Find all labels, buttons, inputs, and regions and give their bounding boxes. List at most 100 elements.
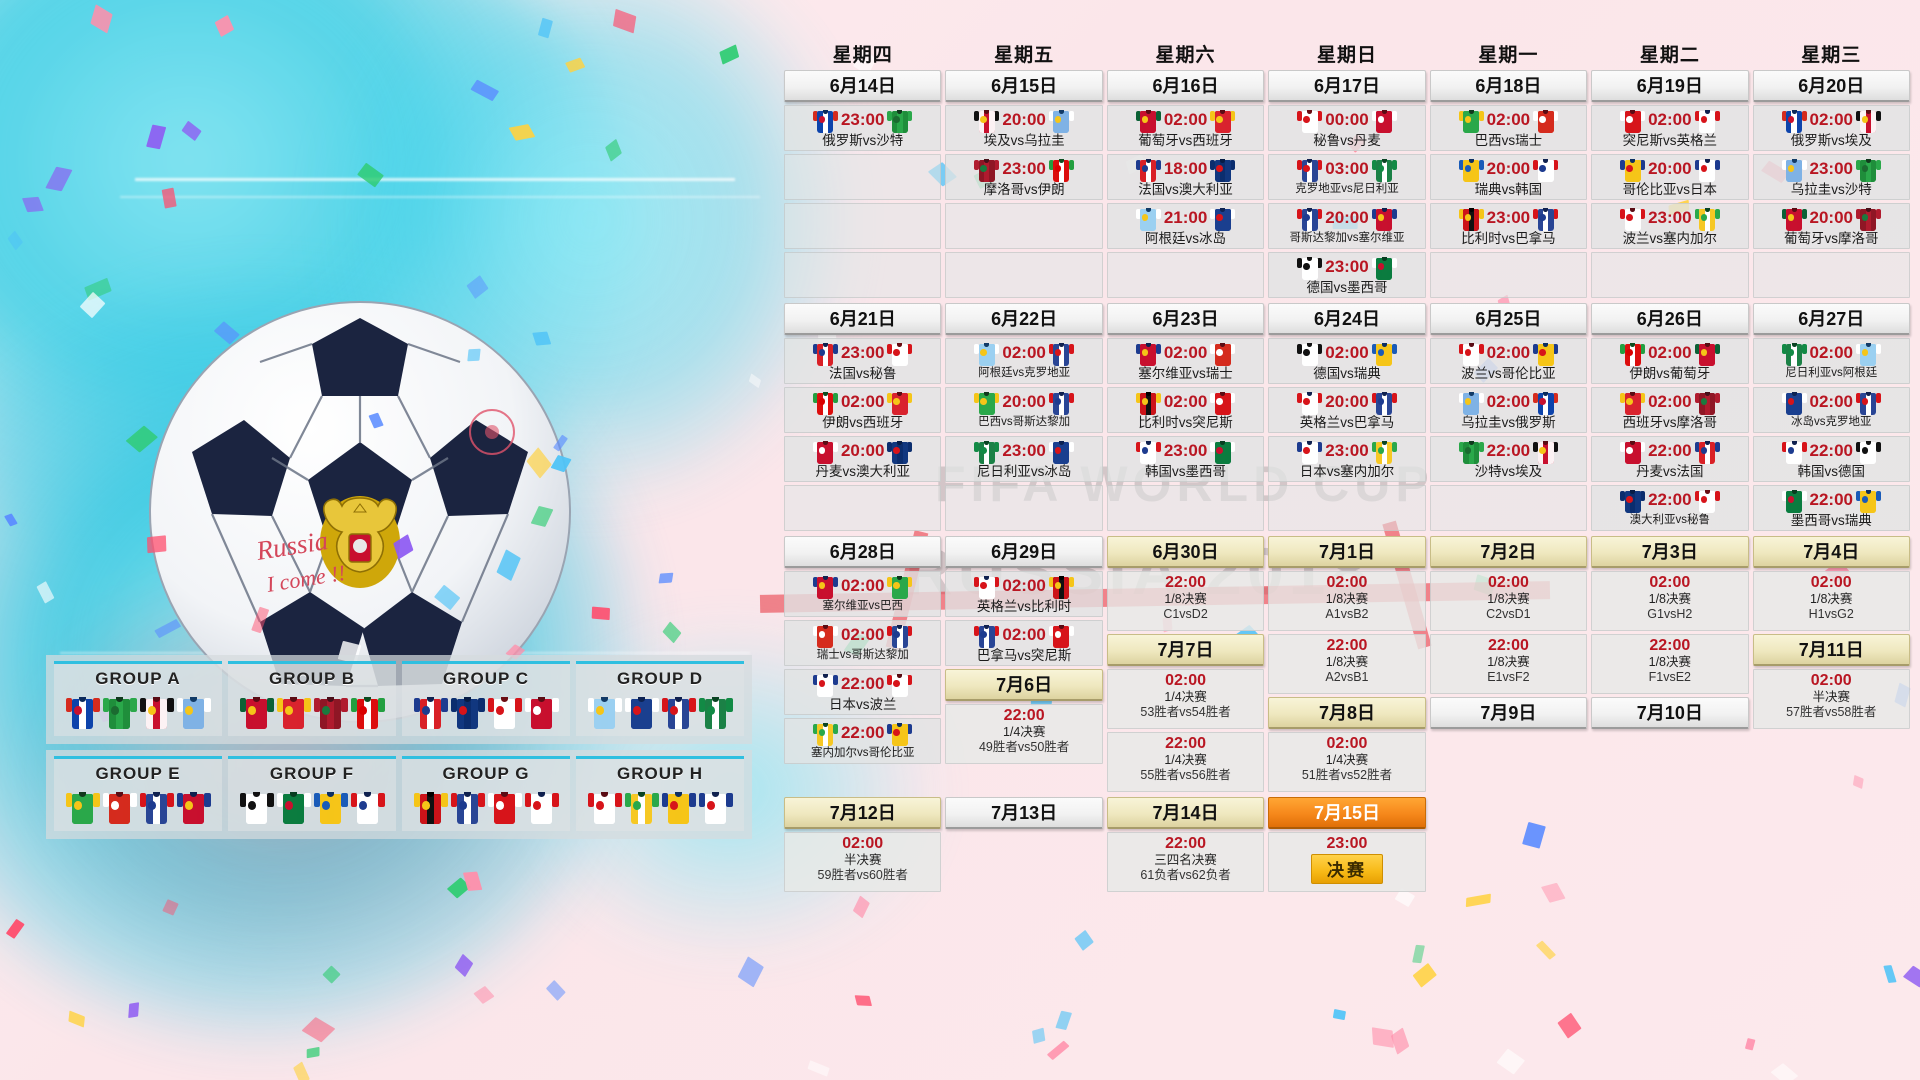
date-label[interactable]: 6月28日 <box>784 536 941 568</box>
date-label[interactable]: 6月21日 <box>784 303 941 335</box>
date-label[interactable]: 6月18日 <box>1430 70 1587 102</box>
match-cell[interactable]: 23:00 德国vs墨西哥 <box>1268 252 1425 298</box>
match-cell[interactable]: 20:00 巴西vs哥斯达黎加 <box>945 387 1102 433</box>
match-cell[interactable]: 23:00 俄罗斯vs沙特 <box>784 105 941 151</box>
date-label[interactable]: 6月26日 <box>1591 303 1748 335</box>
match-cell[interactable]: 20:00 英格兰vs巴拿马 <box>1268 387 1425 433</box>
match-cell[interactable]: 18:00 法国vs澳大利亚 <box>1107 154 1264 200</box>
match-cell[interactable]: 22:00 日本vs波兰 <box>784 669 941 715</box>
match-cell[interactable]: 22:00 韩国vs德国 <box>1753 436 1910 482</box>
date-label[interactable]: 6月16日 <box>1107 70 1264 102</box>
date-label[interactable]: 7月6日 <box>945 669 1102 701</box>
match-cell[interactable]: 03:00 克罗地亚vs尼日利亚 <box>1268 154 1425 200</box>
match-cell[interactable]: 02:00 巴拿马vs突尼斯 <box>945 620 1102 666</box>
date-label[interactable]: 6月17日 <box>1268 70 1425 102</box>
group-box-group-f[interactable]: GROUP F <box>228 756 396 831</box>
group-box-group-e[interactable]: GROUP E <box>54 756 222 831</box>
match-cell[interactable]: 23:00 法国vs秘鲁 <box>784 338 941 384</box>
date-label[interactable]: 7月15日 <box>1268 797 1425 829</box>
match-cell[interactable]: 02:00 葡萄牙vs西班牙 <box>1107 105 1264 151</box>
date-label[interactable]: 7月3日 <box>1591 536 1748 568</box>
knockout-match-cell[interactable]: 22:00 1/8决赛 F1vsE2 <box>1591 634 1748 694</box>
match-cell[interactable]: 20:00 瑞典vs韩国 <box>1430 154 1587 200</box>
match-cell[interactable]: 02:00 伊朗vs西班牙 <box>784 387 941 433</box>
knockout-match-cell[interactable]: 22:00 1/8决赛 A2vsB1 <box>1268 634 1425 694</box>
match-cell[interactable]: 02:00 尼日利亚vs阿根廷 <box>1753 338 1910 384</box>
date-label[interactable]: 6月23日 <box>1107 303 1264 335</box>
match-cell[interactable]: 20:00 丹麦vs澳大利亚 <box>784 436 941 482</box>
date-label[interactable]: 6月24日 <box>1268 303 1425 335</box>
knockout-match-cell[interactable]: 02:00 1/4决赛 51胜者vs52胜者 <box>1268 732 1425 792</box>
date-label[interactable]: 6月29日 <box>945 536 1102 568</box>
match-cell[interactable]: 02:00 巴西vs瑞士 <box>1430 105 1587 151</box>
knockout-match-cell[interactable]: 02:00 1/8决赛 C2vsD1 <box>1430 571 1587 631</box>
match-cell[interactable]: 02:00 波兰vs哥伦比亚 <box>1430 338 1587 384</box>
knockout-match-cell[interactable]: 02:00 1/8决赛 G1vsH2 <box>1591 571 1748 631</box>
date-label[interactable]: 7月1日 <box>1268 536 1425 568</box>
final-match-cell[interactable]: 23:00 决赛 <box>1268 832 1425 892</box>
date-label[interactable]: 6月22日 <box>945 303 1102 335</box>
date-label[interactable]: 7月11日 <box>1753 634 1910 666</box>
knockout-match-cell[interactable]: 22:00 1/8决赛 E1vsF2 <box>1430 634 1587 694</box>
date-label[interactable]: 6月30日 <box>1107 536 1264 568</box>
group-box-group-a[interactable]: GROUP A <box>54 661 222 736</box>
date-label[interactable]: 6月20日 <box>1753 70 1910 102</box>
match-cell[interactable]: 02:00 比利时vs突尼斯 <box>1107 387 1264 433</box>
match-cell[interactable]: 02:00 西班牙vs摩洛哥 <box>1591 387 1748 433</box>
match-cell[interactable]: 23:00 波兰vs塞内加尔 <box>1591 203 1748 249</box>
match-cell[interactable]: 20:00 哥伦比亚vs日本 <box>1591 154 1748 200</box>
match-cell[interactable]: 20:00 葡萄牙vs摩洛哥 <box>1753 203 1910 249</box>
match-cell[interactable]: 20:00 埃及vs乌拉圭 <box>945 105 1102 151</box>
match-cell[interactable]: 02:00 塞尔维亚vs巴西 <box>784 571 941 617</box>
knockout-match-cell[interactable]: 02:00 1/8决赛 H1vsG2 <box>1753 571 1910 631</box>
date-label[interactable]: 6月19日 <box>1591 70 1748 102</box>
date-label[interactable]: 7月10日 <box>1591 697 1748 729</box>
match-cell[interactable]: 20:00 哥斯达黎加vs塞尔维亚 <box>1268 203 1425 249</box>
match-cell[interactable]: 23:00 韩国vs墨西哥 <box>1107 436 1264 482</box>
match-cell[interactable]: 02:00 塞尔维亚vs瑞士 <box>1107 338 1264 384</box>
group-box-group-h[interactable]: GROUP H <box>576 756 744 831</box>
match-cell[interactable]: 22:00 澳大利亚vs秘鲁 <box>1591 485 1748 531</box>
match-cell[interactable]: 22:00 墨西哥vs瑞典 <box>1753 485 1910 531</box>
match-cell[interactable]: 23:00 乌拉圭vs沙特 <box>1753 154 1910 200</box>
match-cell[interactable]: 23:00 摩洛哥vs伊朗 <box>945 154 1102 200</box>
group-box-group-b[interactable]: GROUP B <box>228 661 396 736</box>
match-cell[interactable]: 23:00 日本vs塞内加尔 <box>1268 436 1425 482</box>
date-label[interactable]: 7月13日 <box>945 797 1102 829</box>
date-label[interactable]: 7月4日 <box>1753 536 1910 568</box>
match-cell[interactable]: 00:00 秘鲁vs丹麦 <box>1268 105 1425 151</box>
knockout-match-cell[interactable]: 02:00 1/8决赛 A1vsB2 <box>1268 571 1425 631</box>
match-cell[interactable]: 23:00 比利时vs巴拿马 <box>1430 203 1587 249</box>
date-label[interactable]: 7月12日 <box>784 797 941 829</box>
date-label[interactable]: 7月2日 <box>1430 536 1587 568</box>
date-label[interactable]: 6月27日 <box>1753 303 1910 335</box>
match-cell[interactable]: 02:00 德国vs瑞典 <box>1268 338 1425 384</box>
knockout-match-cell[interactable]: 02:00 半决赛 59胜者vs60胜者 <box>784 832 941 892</box>
date-label[interactable]: 7月7日 <box>1107 634 1264 666</box>
date-label[interactable]: 7月9日 <box>1430 697 1587 729</box>
match-cell[interactable]: 02:00 俄罗斯vs埃及 <box>1753 105 1910 151</box>
group-box-group-c[interactable]: GROUP C <box>402 661 570 736</box>
knockout-match-cell[interactable]: 02:00 半决赛 57胜者vs58胜者 <box>1753 669 1910 729</box>
date-label[interactable]: 6月25日 <box>1430 303 1587 335</box>
match-cell[interactable]: 22:00 沙特vs埃及 <box>1430 436 1587 482</box>
match-cell[interactable]: 02:00 阿根廷vs克罗地亚 <box>945 338 1102 384</box>
match-cell[interactable]: 02:00 冰岛vs克罗地亚 <box>1753 387 1910 433</box>
match-cell[interactable]: 02:00 乌拉圭vs俄罗斯 <box>1430 387 1587 433</box>
knockout-match-cell[interactable]: 22:00 1/4决赛 55胜者vs56胜者 <box>1107 732 1264 792</box>
match-cell[interactable]: 21:00 阿根廷vs冰岛 <box>1107 203 1264 249</box>
knockout-match-cell[interactable]: 02:00 1/4决赛 53胜者vs54胜者 <box>1107 669 1264 729</box>
group-box-group-d[interactable]: GROUP D <box>576 661 744 736</box>
match-cell[interactable]: 22:00 丹麦vs法国 <box>1591 436 1748 482</box>
date-label[interactable]: 7月14日 <box>1107 797 1264 829</box>
match-cell[interactable]: 02:00 突尼斯vs英格兰 <box>1591 105 1748 151</box>
date-label[interactable]: 6月15日 <box>945 70 1102 102</box>
match-cell[interactable]: 02:00 瑞士vs哥斯达黎加 <box>784 620 941 666</box>
match-cell[interactable]: 23:00 尼日利亚vs冰岛 <box>945 436 1102 482</box>
match-cell[interactable]: 22:00 塞内加尔vs哥伦比亚 <box>784 718 941 764</box>
knockout-match-cell[interactable]: 22:00 三四名决赛 61负者vs62负者 <box>1107 832 1264 892</box>
date-label[interactable]: 6月14日 <box>784 70 941 102</box>
group-box-group-g[interactable]: GROUP G <box>402 756 570 831</box>
knockout-match-cell[interactable]: 22:00 1/8决赛 C1vsD2 <box>1107 571 1264 631</box>
date-label[interactable]: 7月8日 <box>1268 697 1425 729</box>
